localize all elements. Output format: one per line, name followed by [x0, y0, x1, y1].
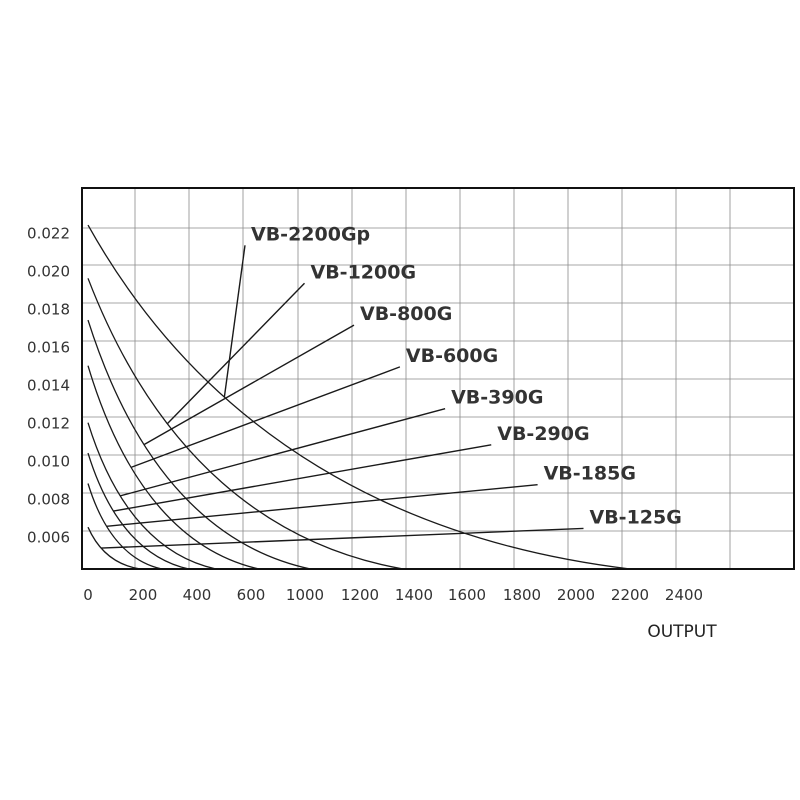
series-labels: VB-2200Gp VB-1200G VB-800G VB-600G VB-390G VB…	[251, 223, 682, 528]
series-label: VB-290G	[497, 423, 589, 445]
y-tick-label: 0.008	[27, 491, 70, 509]
series-label: VB-2200Gp	[251, 223, 370, 245]
series-curve	[87, 319, 311, 570]
y-tick-label: 0.014	[27, 377, 70, 395]
x-tick-label: 600	[237, 586, 266, 604]
x-tick-labels: 0 200 400 600 1000 1200 1400 1600 1800 2000 2200 24…	[83, 586, 703, 604]
y-tick-label: 0.006	[27, 529, 70, 547]
series-curve	[87, 278, 404, 570]
series-curve	[87, 365, 260, 570]
series-label: VB-600G	[406, 345, 498, 367]
y-tick-label: 0.012	[27, 415, 70, 433]
series-label: VB-800G	[360, 303, 452, 325]
x-tick-label: 2400	[665, 586, 703, 604]
x-tick-label: 0	[83, 586, 93, 604]
x-tick-label: 2200	[611, 586, 649, 604]
series-leader-line	[223, 245, 246, 398]
series-label: VB-1200G	[311, 261, 417, 283]
y-tick-labels: 0.006 0.008 0.010 0.012 0.014 0.016 0.018 0.020…	[27, 225, 70, 547]
x-tick-label: 400	[183, 586, 212, 604]
x-tick-label: 1600	[448, 586, 486, 604]
curves	[87, 224, 631, 570]
series-label: VB-125G	[590, 506, 682, 528]
series-leader-line	[101, 527, 584, 549]
x-axis-title: OUTPUT	[647, 622, 717, 642]
x-tick-label: 1200	[341, 586, 379, 604]
grid	[82, 188, 794, 569]
x-tick-label: 2000	[557, 586, 595, 604]
series-label: VB-185G	[544, 463, 636, 485]
y-tick-label: 0.010	[27, 453, 70, 471]
y-tick-label: 0.022	[27, 225, 70, 243]
series-label: VB-390G	[451, 387, 543, 409]
series-leader-line	[113, 444, 492, 512]
plot-frame	[81, 187, 795, 570]
series-curve	[87, 452, 190, 570]
y-tick-label: 0.018	[27, 301, 70, 319]
series-leader-line	[166, 282, 306, 425]
y-tick-label: 0.020	[27, 263, 70, 281]
series-curve	[87, 422, 217, 570]
series-leader-line	[119, 408, 446, 497]
series-leader-line	[143, 324, 355, 446]
series-curve	[87, 224, 631, 570]
series-curve	[87, 483, 163, 570]
series-leader-line	[106, 484, 538, 527]
x-tick-label: 200	[129, 586, 158, 604]
leader-lines	[101, 245, 584, 549]
series-leader-line	[130, 366, 401, 469]
x-tick-label: 1800	[503, 586, 541, 604]
y-tick-label: 0.016	[27, 339, 70, 357]
series-curve	[87, 526, 141, 570]
x-tick-label: 1000	[286, 586, 324, 604]
x-tick-label: 1400	[395, 586, 433, 604]
